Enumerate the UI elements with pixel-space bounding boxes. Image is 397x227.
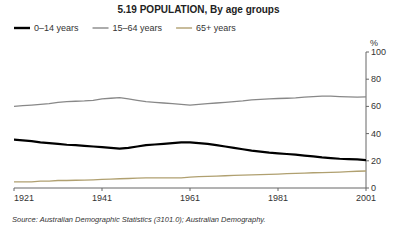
plot-area [14,96,366,182]
y-tick-label: 20 [371,156,381,166]
y-tick-label: 60 [371,101,381,111]
legend-item: 15–64 years [93,23,163,33]
series-line [14,96,366,106]
legend-swatch [14,27,30,29]
x-tick-label: 1941 [92,193,112,203]
x-tick [190,188,191,191]
series-line [14,140,366,160]
legend-swatch [93,27,109,28]
x-tick-label: 2001 [356,193,376,203]
legend: 0–14 years 15–64 years 65+ years [14,23,236,33]
series-line [14,171,366,182]
y-tick [366,106,369,107]
legend-item: 0–14 years [14,23,79,33]
title: 5.19 POPULATION, By age groups [117,4,280,15]
y-tick-label: 0 [371,183,376,193]
x-tick-label: 1961 [180,193,200,203]
y-tick [366,52,369,53]
legend-label: 15–64 years [113,23,163,33]
y-tick [366,133,369,134]
legend-item: 65+ years [176,23,236,33]
legend-label: 65+ years [196,23,236,33]
y-tick-label: 80 [371,74,381,84]
x-tick [102,188,103,191]
y-tick [366,79,369,80]
x-tick [278,188,279,191]
y-tick [366,160,369,161]
legend-label: 0–14 years [34,23,79,33]
source-note: Source: Australian Demographic Statistic… [12,215,266,224]
y-axis-line [366,52,367,188]
x-tick-label: 1921 [14,193,34,203]
x-tick-label: 1981 [268,193,288,203]
chart: 5.19 POPULATION, By age groups 0–14 years… [0,0,397,227]
x-tick [366,188,367,191]
y-tick-label: 40 [371,129,381,139]
legend-swatch [176,27,192,28]
y-tick-label: 100 [371,47,386,57]
x-tick [14,188,15,191]
